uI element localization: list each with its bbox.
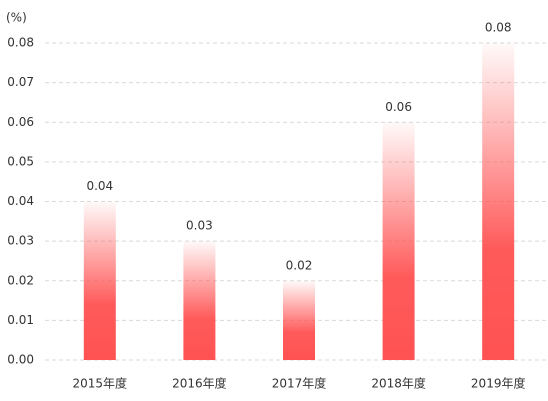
y-tick-label: 0.00 [7,353,34,367]
x-tick-label: 2019年度 [471,376,526,391]
data-label: 0.06 [385,100,412,114]
x-tick-label: 2016年度 [172,376,227,391]
y-tick-label: 0.01 [7,313,34,327]
bar [482,43,515,360]
data-label: 0.03 [186,219,213,233]
unit-label: (%) [6,11,27,25]
y-tick-label: 0.07 [7,75,34,89]
x-tick-label: 2017年度 [272,376,327,391]
y-tick-label: 0.06 [7,115,34,129]
data-label: 0.02 [286,258,313,272]
x-tick-label: 2018年度 [371,376,426,391]
y-tick-label: 0.03 [7,234,34,248]
data-label: 0.08 [485,21,512,35]
bar [183,241,216,360]
bar [283,280,315,360]
data-label: 0.04 [86,179,113,193]
x-tick-label: 2015年度 [73,376,128,391]
y-tick-label: 0.05 [7,154,34,168]
y-tick-label: 0.02 [7,273,34,287]
y-tick-label: 0.04 [7,194,34,208]
bar [382,122,415,360]
y-tick-label: 0.08 [7,36,34,50]
bar [83,201,116,360]
